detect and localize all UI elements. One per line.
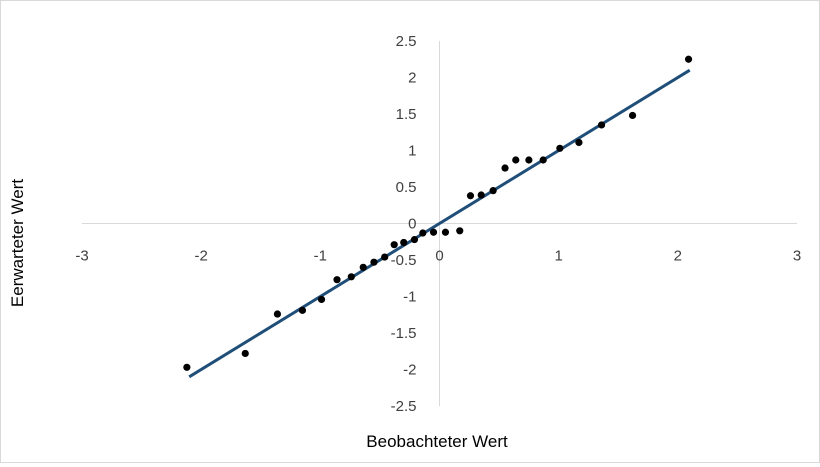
- data-point: [575, 138, 583, 147]
- x-tick-label: -2: [194, 248, 207, 265]
- data-point: [317, 295, 326, 304]
- y-tick-label: 0: [408, 216, 416, 233]
- data-point: [477, 191, 485, 199]
- data-point: [539, 156, 547, 164]
- data-point: [381, 253, 389, 261]
- data-point: [298, 306, 307, 314]
- data-point: [410, 235, 419, 244]
- data-point: [684, 55, 693, 63]
- data-point: [489, 187, 497, 195]
- trend-line: [188, 68, 691, 379]
- data-point: [400, 238, 408, 247]
- data-point: [359, 263, 367, 271]
- x-tick-label: 0: [435, 248, 443, 265]
- data-point: [628, 111, 637, 120]
- x-tick-label: 1: [554, 248, 562, 265]
- y-tick-label: -1: [403, 289, 416, 306]
- x-tick-label: -3: [75, 248, 88, 265]
- data-point: [241, 349, 249, 358]
- data-point: [419, 229, 427, 237]
- data-point: [333, 276, 341, 284]
- data-point: [429, 228, 438, 236]
- y-tick-label: -1.5: [391, 325, 417, 342]
- y-tick-label: 1.5: [396, 106, 417, 123]
- data-point: [556, 144, 564, 152]
- data-point: [390, 241, 398, 249]
- y-tick-label: 1: [408, 143, 416, 160]
- data-point: [347, 273, 355, 281]
- y-tick-label: -2: [403, 362, 416, 379]
- data-point: [441, 228, 450, 236]
- y-tick-label: 2: [408, 70, 416, 87]
- data-point: [370, 258, 378, 266]
- data-point: [597, 121, 606, 129]
- x-tick-label: 3: [793, 248, 801, 265]
- y-axis-title: Eerwarteter Wert: [8, 179, 27, 307]
- y-tick-label: -2.5: [391, 398, 417, 415]
- y-tick-label: -0.5: [391, 252, 417, 269]
- data-point: [525, 156, 533, 164]
- data-point: [273, 310, 282, 318]
- x-axis-title: Beobachteter Wert: [366, 432, 508, 451]
- data-point: [456, 227, 464, 235]
- x-tick-label: 2: [674, 248, 682, 265]
- x-tick-label: -1: [314, 248, 327, 265]
- data-point: [512, 156, 520, 164]
- data-point: [466, 192, 475, 200]
- data-point: [183, 363, 191, 371]
- y-tick-label: 2.5: [396, 33, 417, 50]
- y-tick-label: 0.5: [396, 179, 417, 196]
- data-point: [501, 164, 509, 172]
